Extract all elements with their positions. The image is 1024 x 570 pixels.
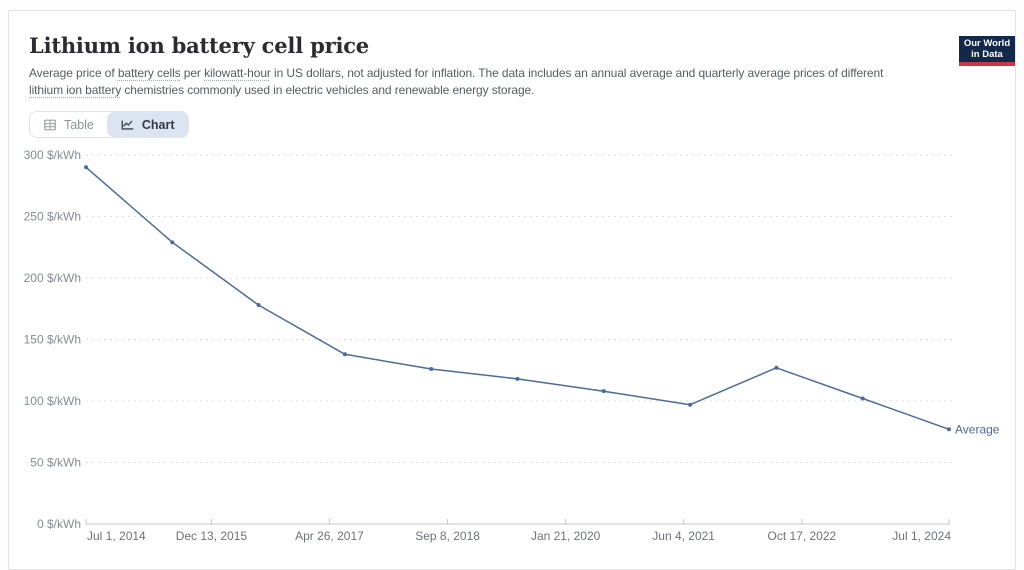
data-point-marker[interactable]	[860, 396, 865, 401]
series-line-average[interactable]	[85, 166, 950, 431]
data-point-marker[interactable]	[515, 376, 520, 381]
data-point-marker[interactable]	[429, 367, 434, 372]
x-axis-tick-label: Dec 13, 2015	[176, 529, 248, 543]
x-axis-tick-label: Jul 1, 2024	[892, 529, 951, 543]
owid-logo-text: Our World in Data	[959, 36, 1015, 62]
glossary-link-lithium-ion-battery[interactable]: lithium ion battery	[29, 83, 122, 97]
glossary-link-battery-cells[interactable]: battery cells	[117, 66, 181, 80]
tab-table[interactable]: Table	[30, 112, 107, 137]
data-point-marker[interactable]	[342, 352, 347, 357]
tab-chart[interactable]: Chart	[106, 112, 188, 137]
data-point-marker[interactable]	[170, 240, 175, 245]
tab-chart-label: Chart	[141, 117, 175, 132]
subtitle-text: in US dollars, not adjusted for inflatio…	[270, 66, 884, 80]
data-point-marker[interactable]	[688, 402, 693, 407]
x-axis-tick-label: Oct 17, 2022	[767, 529, 836, 543]
owid-logo[interactable]: Our World in Data	[959, 36, 1015, 66]
page-title: Lithium ion battery cell price	[29, 33, 369, 58]
data-point-marker[interactable]	[601, 389, 606, 394]
data-point-marker[interactable]	[256, 303, 261, 308]
view-tabs: Table Chart	[29, 111, 189, 138]
owid-logo-red-bar	[959, 62, 1015, 66]
line-chart-icon	[121, 120, 134, 130]
subtitle-text: Average price of	[29, 66, 118, 80]
x-axis-tick-label: Apr 26, 2017	[295, 529, 364, 543]
subtitle-text: per	[180, 66, 205, 80]
table-icon	[44, 119, 56, 130]
data-point-marker[interactable]	[84, 165, 88, 170]
price-line-chart[interactable]: 0 $/kWh 50 $/kWh 100 $/kWh 150 $/kWh 200 $/k…	[9, 141, 1024, 554]
x-axis-tick-label: Sep 8, 2018	[415, 529, 480, 543]
tab-table-label: Table	[64, 117, 94, 132]
y-axis-tick-label: 50 $/kWh	[30, 456, 81, 470]
y-axis-tick-label: 150 $/kWh	[24, 333, 81, 347]
y-axis-tick-label: 100 $/kWh	[24, 394, 81, 408]
x-axis-tick-label: Jul 1, 2014	[87, 529, 146, 543]
y-axis-tick-label: 0 $/kWh	[37, 517, 81, 531]
chart-card: Lithium ion battery cell price Average p…	[8, 10, 1016, 570]
data-point-marker[interactable]	[947, 427, 951, 432]
y-axis-tick-label: 300 $/kWh	[24, 148, 81, 162]
y-axis-tick-label: 250 $/kWh	[24, 210, 81, 224]
y-axis-tick-label: 200 $/kWh	[24, 271, 81, 285]
glossary-link-kilowatt-hour[interactable]: kilowatt-hour	[204, 66, 271, 80]
subtitle-text: chemistries commonly used in electric ve…	[121, 83, 535, 97]
data-point-marker[interactable]	[774, 365, 779, 370]
x-axis-tick-label: Jun 4, 2021	[652, 529, 715, 543]
series-end-label: Average	[955, 422, 1000, 436]
chart-subtitle: Average price of battery cells per kilow…	[29, 65, 1014, 99]
x-axis-tick-label: Jan 21, 2020	[531, 529, 601, 543]
